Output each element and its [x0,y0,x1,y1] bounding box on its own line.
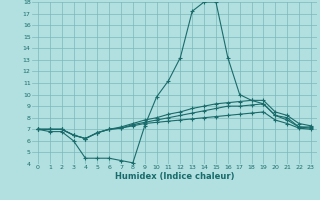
X-axis label: Humidex (Indice chaleur): Humidex (Indice chaleur) [115,172,234,181]
